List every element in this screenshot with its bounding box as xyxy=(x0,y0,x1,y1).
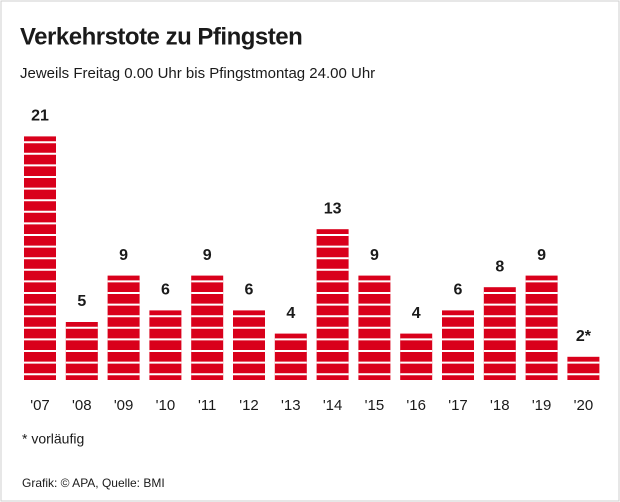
bar xyxy=(483,287,516,380)
x-tick-label: '20 xyxy=(574,397,594,414)
bar xyxy=(149,310,182,380)
value-label: 6 xyxy=(454,282,463,299)
bar xyxy=(567,356,600,380)
x-tick-label: '10 xyxy=(156,397,176,414)
x-tick-label: '11 xyxy=(198,397,216,414)
value-label: 9 xyxy=(203,247,212,264)
bar xyxy=(233,310,265,380)
x-tick-label: '16 xyxy=(406,397,426,414)
chart-title: Verkehrstote zu Pfingsten xyxy=(20,23,302,50)
x-tick-label: '18 xyxy=(490,397,510,414)
x-tick-label: '13 xyxy=(281,397,301,414)
x-tick-label: '14 xyxy=(323,397,343,414)
value-label: 13 xyxy=(324,200,342,217)
value-label: 6 xyxy=(245,282,254,299)
x-tick-label: '09 xyxy=(114,397,134,414)
value-label: 5 xyxy=(77,293,86,310)
source: Grafik: © APA, Quelle: BMI xyxy=(22,476,165,490)
x-tick-label: '19 xyxy=(532,397,552,414)
value-label: 4 xyxy=(412,305,421,322)
bar xyxy=(274,333,307,380)
x-tick-label: '07 xyxy=(30,397,50,414)
x-tick-label: '17 xyxy=(448,397,468,414)
footnote: * vorläufig xyxy=(22,431,84,447)
value-label: 8 xyxy=(495,258,504,275)
chart-subtitle: Jeweils Freitag 0.00 Uhr bis Pfingstmont… xyxy=(20,65,375,82)
bar xyxy=(400,333,433,380)
value-label: 6 xyxy=(161,282,170,299)
value-label: 2* xyxy=(576,328,592,345)
value-label: 9 xyxy=(119,247,128,264)
x-tick-label: '08 xyxy=(72,397,92,414)
value-label: 21 xyxy=(31,108,49,125)
value-label: 4 xyxy=(286,305,295,322)
value-label: 9 xyxy=(537,247,546,264)
value-label: 9 xyxy=(370,247,379,264)
x-tick-label: '12 xyxy=(239,397,259,414)
bar xyxy=(442,310,474,380)
x-tick-label: '15 xyxy=(365,397,385,414)
